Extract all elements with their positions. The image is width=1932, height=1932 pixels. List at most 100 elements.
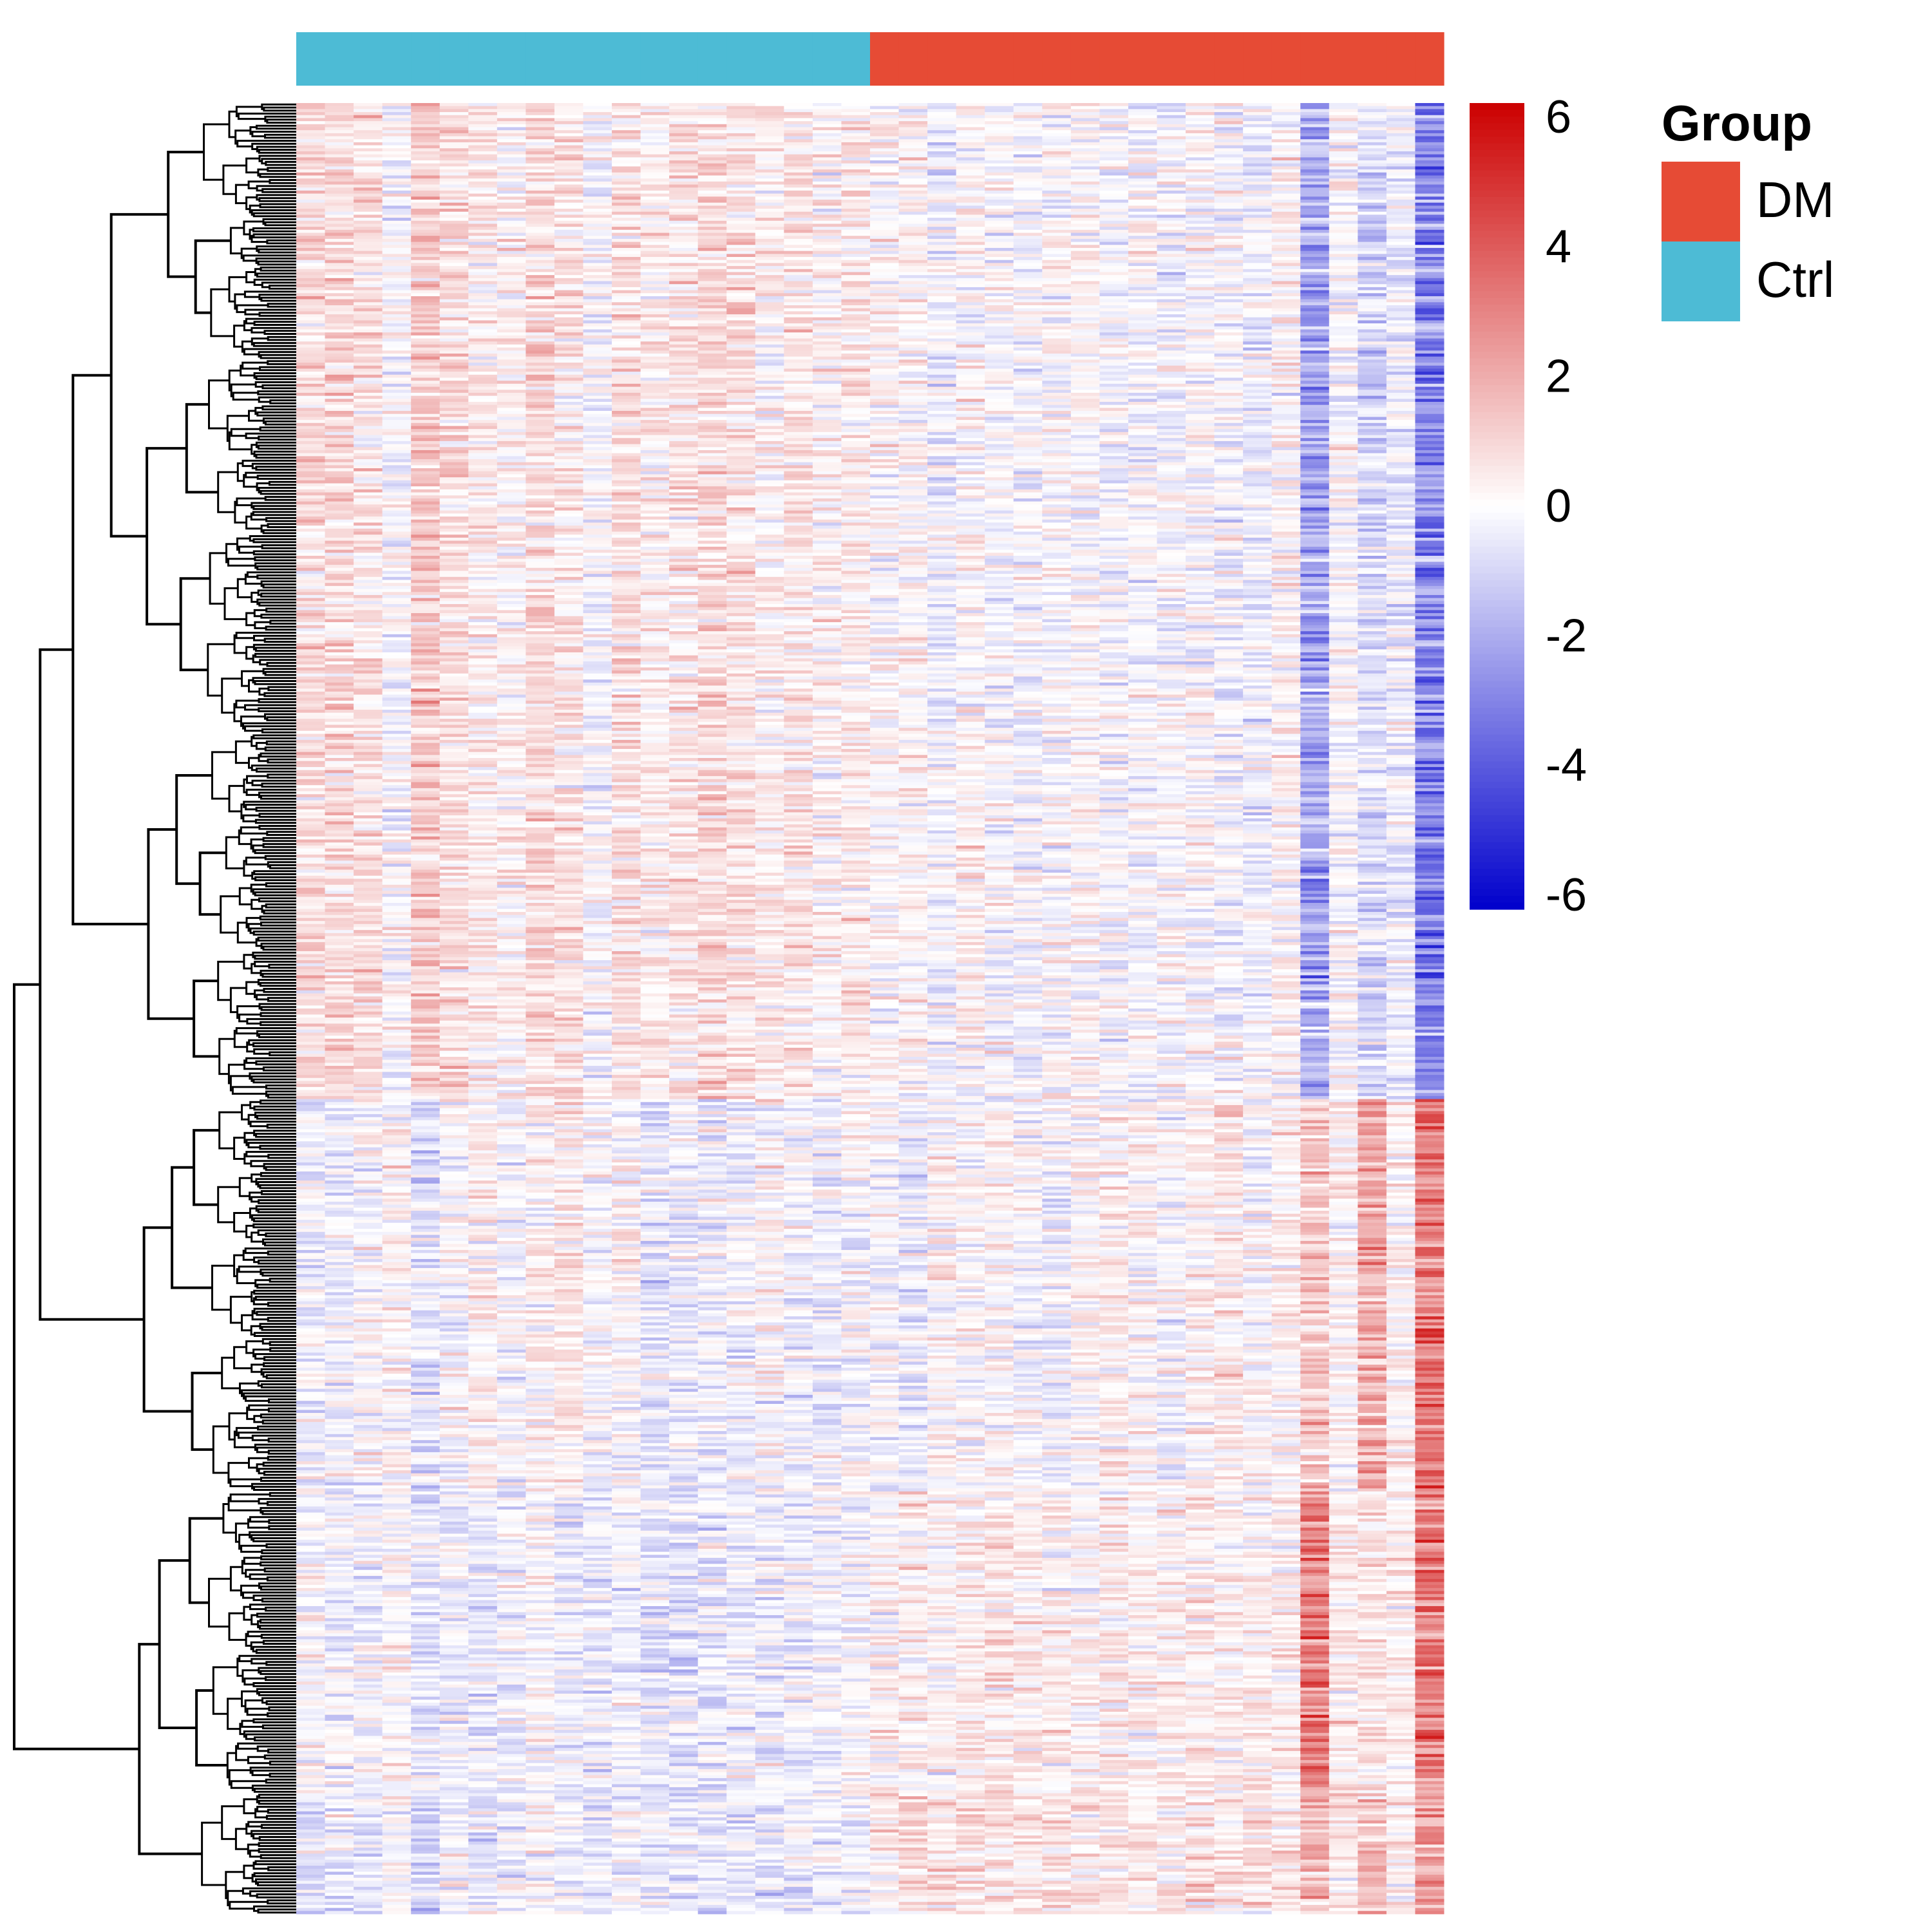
heatmap-cell [411, 715, 440, 719]
heatmap-cell [354, 450, 383, 454]
heatmap-cell [382, 1117, 412, 1121]
heatmap-cell [325, 492, 354, 496]
heatmap-cell [296, 1316, 326, 1320]
heatmap-cell [354, 927, 383, 931]
heatmap-cell [439, 1376, 469, 1380]
heatmap-cell [296, 1077, 326, 1081]
dendrogram-branch [269, 285, 296, 290]
heatmap-cell [296, 667, 326, 671]
heatmap-cell [354, 531, 383, 535]
heatmap-cell [296, 1129, 326, 1133]
heatmap-cell [325, 501, 354, 505]
heatmap-cell [325, 1651, 354, 1655]
heatmap-cell [468, 549, 498, 553]
heatmap-cell [382, 724, 412, 728]
heatmap-cell [382, 794, 412, 798]
dendrogram-branch [257, 260, 296, 266]
heatmap-cell [354, 1365, 383, 1368]
heatmap-cell [296, 1162, 326, 1166]
heatmap-cell [382, 1787, 412, 1791]
heatmap-cell [325, 794, 354, 798]
heatmap-cell [439, 435, 469, 439]
heatmap-cell [468, 1476, 498, 1480]
heatmap-cell [382, 1730, 412, 1734]
heatmap-cell [325, 372, 354, 375]
heatmap-cell [354, 535, 383, 538]
heatmap-cell [382, 830, 412, 834]
heatmap-cell [439, 1467, 469, 1471]
heatmap-cell [468, 1705, 498, 1709]
heatmap-cell [497, 163, 526, 167]
heatmap-cell [325, 1775, 354, 1779]
heatmap-cell [354, 914, 383, 918]
heatmap-cell [354, 628, 383, 632]
heatmap-cell [411, 459, 440, 463]
heatmap-cell [354, 1014, 383, 1018]
heatmap-cell [296, 1587, 326, 1591]
heatmap-cell [325, 151, 354, 155]
heatmap-cell [439, 293, 469, 297]
dendrogram-branch [167, 151, 204, 278]
heatmap-cell [296, 218, 326, 222]
dendrogram-branch [269, 179, 296, 184]
heatmap-cell [411, 103, 440, 107]
heatmap-cell [411, 882, 440, 886]
heatmap-cell [411, 184, 440, 188]
heatmap-cell [382, 607, 412, 611]
heatmap-cell [411, 112, 440, 116]
heatmap-cell [382, 435, 412, 439]
heatmap-cell [382, 1567, 412, 1571]
heatmap-cell [439, 818, 469, 822]
heatmap-cell [296, 544, 326, 547]
heatmap-cell [382, 1546, 412, 1549]
heatmap-cell [325, 746, 354, 750]
heatmap-cell [296, 1533, 326, 1537]
heatmap-cell [354, 1256, 383, 1260]
heatmap-cell [296, 670, 326, 674]
heatmap-cell [325, 1603, 354, 1607]
heatmap-cell [468, 1211, 498, 1215]
dendrogram-branch [259, 426, 296, 431]
heatmap-cell [439, 1428, 469, 1432]
heatmap-cell [382, 374, 412, 378]
heatmap-cell [296, 1524, 326, 1528]
heatmap-cell [439, 1672, 469, 1676]
heatmap-cell [468, 815, 498, 819]
heatmap-cell [382, 1714, 412, 1718]
heatmap-cell [411, 1458, 440, 1462]
heatmap-cell [296, 685, 326, 689]
heatmap-cell [325, 1470, 354, 1474]
heatmap-cell [354, 184, 383, 188]
heatmap-cell [468, 486, 498, 490]
annotation-cell-ctrl [497, 32, 526, 86]
heatmap-cell [382, 1732, 412, 1736]
heatmap-cell [468, 923, 498, 927]
heatmap-cell [382, 1280, 412, 1283]
heatmap-cell [296, 724, 326, 728]
heatmap-cell [382, 251, 412, 254]
heatmap-cell [382, 975, 412, 979]
heatmap-cell [354, 124, 383, 128]
heatmap-cell [354, 323, 383, 327]
heatmap-cell [439, 1645, 469, 1649]
heatmap-cell [296, 851, 326, 855]
dendrogram-branch [263, 1470, 296, 1476]
heatmap-cell [439, 1711, 469, 1716]
heatmap-cell [439, 377, 469, 381]
heatmap-cell [325, 957, 354, 961]
heatmap-cell [325, 1820, 354, 1824]
heatmap-cell [411, 1886, 440, 1890]
dendrogram-branch [258, 698, 296, 703]
heatmap-cell [296, 341, 326, 345]
heatmap-cell [382, 1500, 412, 1504]
heatmap-cell [354, 1714, 383, 1718]
heatmap-cell [439, 196, 469, 200]
heatmap-cell [296, 1657, 326, 1661]
heatmap-cell [411, 999, 440, 1003]
heatmap-cell [411, 495, 440, 499]
dendrogram-branch [252, 538, 296, 544]
heatmap-cell [411, 1032, 440, 1036]
heatmap-cell [411, 1784, 440, 1788]
heatmap-cell [325, 459, 354, 463]
heatmap-cell [354, 1361, 383, 1365]
